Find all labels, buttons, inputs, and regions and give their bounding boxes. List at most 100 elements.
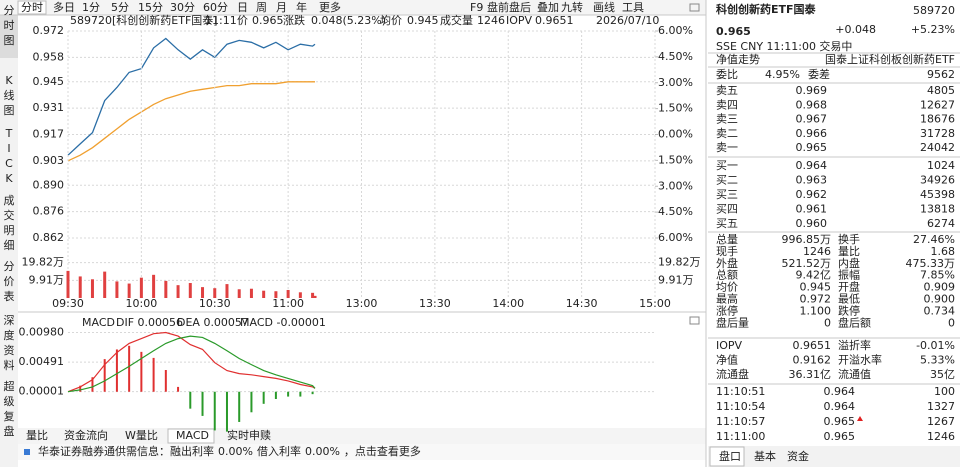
stat-value: 521.52万 bbox=[782, 257, 832, 270]
price-line bbox=[67, 37, 316, 156]
volume-bar bbox=[313, 295, 317, 298]
stat-label: 外盘 bbox=[716, 256, 738, 270]
security-code: 589720 bbox=[913, 4, 955, 17]
stat-value: 7.85% bbox=[920, 269, 955, 282]
stat-value: 36.31亿 bbox=[789, 368, 832, 381]
book-price: 0.965 bbox=[796, 141, 828, 154]
price-line bbox=[67, 81, 315, 162]
volume-bar bbox=[115, 281, 119, 298]
stat-value: 0 bbox=[948, 316, 955, 329]
side-tab[interactable]: 深度资料 bbox=[4, 314, 15, 372]
up-arrow bbox=[857, 416, 863, 421]
stat-value: 1246 bbox=[803, 245, 831, 258]
toolbar-tab[interactable]: 30分 bbox=[170, 1, 195, 14]
book-level: 买一 bbox=[716, 159, 738, 172]
stat-label: 开溢水率 bbox=[838, 353, 882, 367]
y-tick-label: 0.931 bbox=[33, 101, 65, 114]
volume-bar bbox=[213, 288, 217, 298]
toolbar-tab[interactable]: 日 bbox=[237, 1, 248, 14]
indicator-tab[interactable]: 资金流向 bbox=[64, 428, 108, 442]
tool-button[interactable]: 画线 bbox=[593, 0, 615, 14]
y2-tick-label: 1.50% bbox=[658, 102, 693, 115]
chart-info: 1246 bbox=[477, 14, 505, 27]
tool-button[interactable]: 九转 bbox=[561, 0, 583, 14]
quote-tab[interactable]: 资金 bbox=[787, 449, 809, 463]
book-level: 买五 bbox=[716, 217, 738, 230]
tool-button[interactable]: F9 bbox=[470, 1, 483, 14]
quote-tab-selected bbox=[709, 446, 745, 467]
status-text[interactable]: ，点击查看更多 bbox=[344, 444, 421, 458]
toolbar-tab[interactable]: 多日 bbox=[53, 0, 75, 14]
price-change-pct: +5.23% bbox=[911, 23, 955, 36]
y-tick-label: 0.00980 bbox=[19, 326, 65, 339]
tool-button[interactable]: 工具 bbox=[622, 1, 644, 14]
toolbar-tab[interactable]: 60分 bbox=[203, 1, 228, 14]
side-tab[interactable]: 分时图 bbox=[4, 4, 15, 47]
y2-tick-label: 3.00% bbox=[658, 76, 693, 89]
toolbar-tab[interactable]: 5分 bbox=[111, 1, 129, 14]
nav-tab[interactable]: 净值走势 bbox=[716, 52, 760, 66]
indicator-tab[interactable]: 量比 bbox=[26, 429, 48, 442]
stat-label: 均价 bbox=[716, 281, 738, 294]
toolbar-tab[interactable]: 周 bbox=[256, 1, 267, 14]
book-volume: 24042 bbox=[920, 141, 955, 154]
book-volume: 45398 bbox=[920, 188, 955, 201]
stat-value: 0.9162 bbox=[793, 354, 832, 367]
trade-time: 11:10:51 bbox=[716, 385, 765, 398]
chart-info: 价 bbox=[237, 14, 248, 27]
y-tick-label: 0.903 bbox=[33, 154, 65, 167]
tool-button[interactable]: 盘前盘后 bbox=[487, 0, 531, 14]
y2-tick-label: 0.00% bbox=[658, 128, 693, 141]
y-tick-label: 19.82万 bbox=[22, 256, 65, 269]
x-tick-label: 14:30 bbox=[566, 297, 598, 310]
legend-entry: DEA 0.00057 bbox=[177, 316, 249, 329]
stat-value: 4.95% bbox=[765, 68, 800, 81]
toolbar-tab[interactable]: 15分 bbox=[138, 1, 163, 14]
quote-tab[interactable]: 基本 bbox=[754, 449, 776, 463]
stat-label: 委差 bbox=[808, 67, 830, 81]
x-tick-label: 13:00 bbox=[346, 297, 378, 310]
window-icon[interactable] bbox=[689, 3, 700, 12]
quote-tab[interactable]: 盘口 bbox=[719, 449, 741, 463]
volume-bar bbox=[225, 284, 229, 298]
macd-line bbox=[67, 331, 316, 393]
toolbar-tab[interactable]: 年 bbox=[296, 0, 307, 14]
stat-value: 9562 bbox=[927, 68, 955, 81]
volume-bar bbox=[274, 291, 278, 298]
indicator-tab[interactable]: 实时申赎 bbox=[227, 428, 271, 442]
volume-bar bbox=[127, 283, 131, 298]
chart-info: 11:11 bbox=[205, 14, 237, 27]
chart-info: 涨跌 bbox=[283, 13, 305, 27]
window-icon[interactable] bbox=[689, 316, 700, 325]
toolbar-tab[interactable]: 分时 bbox=[21, 1, 43, 14]
side-tab[interactable]: 成交明细 bbox=[4, 194, 15, 252]
volume-bar bbox=[176, 285, 180, 298]
tool-button[interactable]: 叠加 bbox=[537, 1, 559, 14]
toolbar-tab[interactable]: 更多 bbox=[319, 0, 341, 14]
toolbar-tab[interactable]: 1分 bbox=[82, 1, 100, 14]
indicator-tab[interactable]: MACD bbox=[176, 429, 209, 442]
trade-volume: 1246 bbox=[927, 430, 955, 443]
side-tab[interactable]: 超级复盘 bbox=[4, 379, 15, 438]
status-text: 借入利率 bbox=[257, 444, 301, 458]
stat-value: 9.42亿 bbox=[796, 269, 832, 282]
y2-tick-label: 4.50% bbox=[658, 205, 693, 218]
stat-label: 现手 bbox=[716, 244, 738, 258]
trade-time: 11:10:57 bbox=[716, 415, 765, 428]
y2-tick-label: 3.00% bbox=[658, 179, 693, 192]
book-level: 卖一 bbox=[716, 141, 738, 154]
y2-tick-label: 6.00% bbox=[658, 231, 693, 244]
stat-label: 总额 bbox=[716, 268, 738, 282]
toolbar-tab[interactable]: 月 bbox=[276, 1, 287, 14]
legend-entry: MACD -0.00001 bbox=[240, 316, 326, 329]
stat-label: 盘后量 bbox=[716, 315, 749, 329]
stat-label: 涨停 bbox=[716, 303, 738, 317]
side-tab[interactable]: K 线图 bbox=[4, 74, 15, 117]
stat-label: 开盘 bbox=[838, 280, 860, 294]
volume-bar bbox=[139, 277, 143, 298]
stat-label: 溢折率 bbox=[838, 338, 871, 352]
book-level: 买二 bbox=[716, 174, 738, 187]
side-tab[interactable]: 分价表 bbox=[4, 260, 15, 303]
indicator-tab[interactable]: W量比 bbox=[125, 429, 158, 442]
